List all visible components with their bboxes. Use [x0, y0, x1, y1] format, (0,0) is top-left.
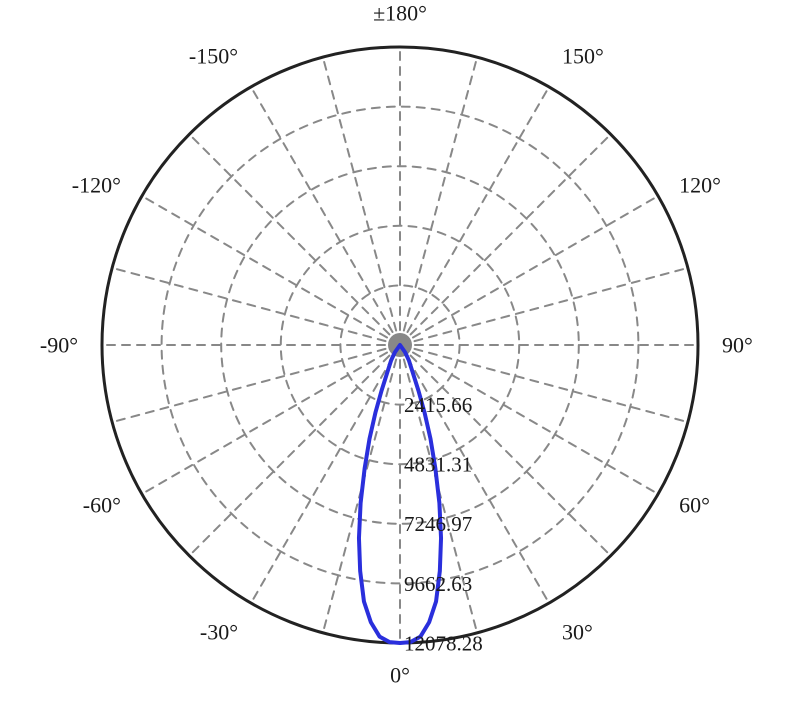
- angle-label: -120°: [72, 173, 121, 198]
- angle-label: -90°: [40, 333, 78, 358]
- radial-label: 12078.28: [404, 631, 483, 655]
- angle-label: 60°: [679, 493, 710, 518]
- radial-label: 4831.31: [404, 453, 472, 477]
- radial-label: 9662.63: [404, 572, 472, 596]
- radial-label: 7246.97: [404, 512, 472, 536]
- angle-label: 120°: [679, 173, 721, 198]
- angle-label: 150°: [562, 44, 604, 69]
- angle-label: -30°: [200, 620, 238, 645]
- angle-label: -150°: [189, 44, 238, 69]
- angle-label: -60°: [83, 493, 121, 518]
- angle-label: 90°: [722, 333, 753, 358]
- radial-label: 2415.66: [404, 393, 472, 417]
- angle-label: 0°: [390, 663, 410, 688]
- polar-chart: ±180° -150° -120° -90° -60° -30° 0° 30° 60° 90° 12…: [0, 0, 787, 716]
- angle-label: 30°: [562, 620, 593, 645]
- angle-label: ±180°: [373, 1, 427, 26]
